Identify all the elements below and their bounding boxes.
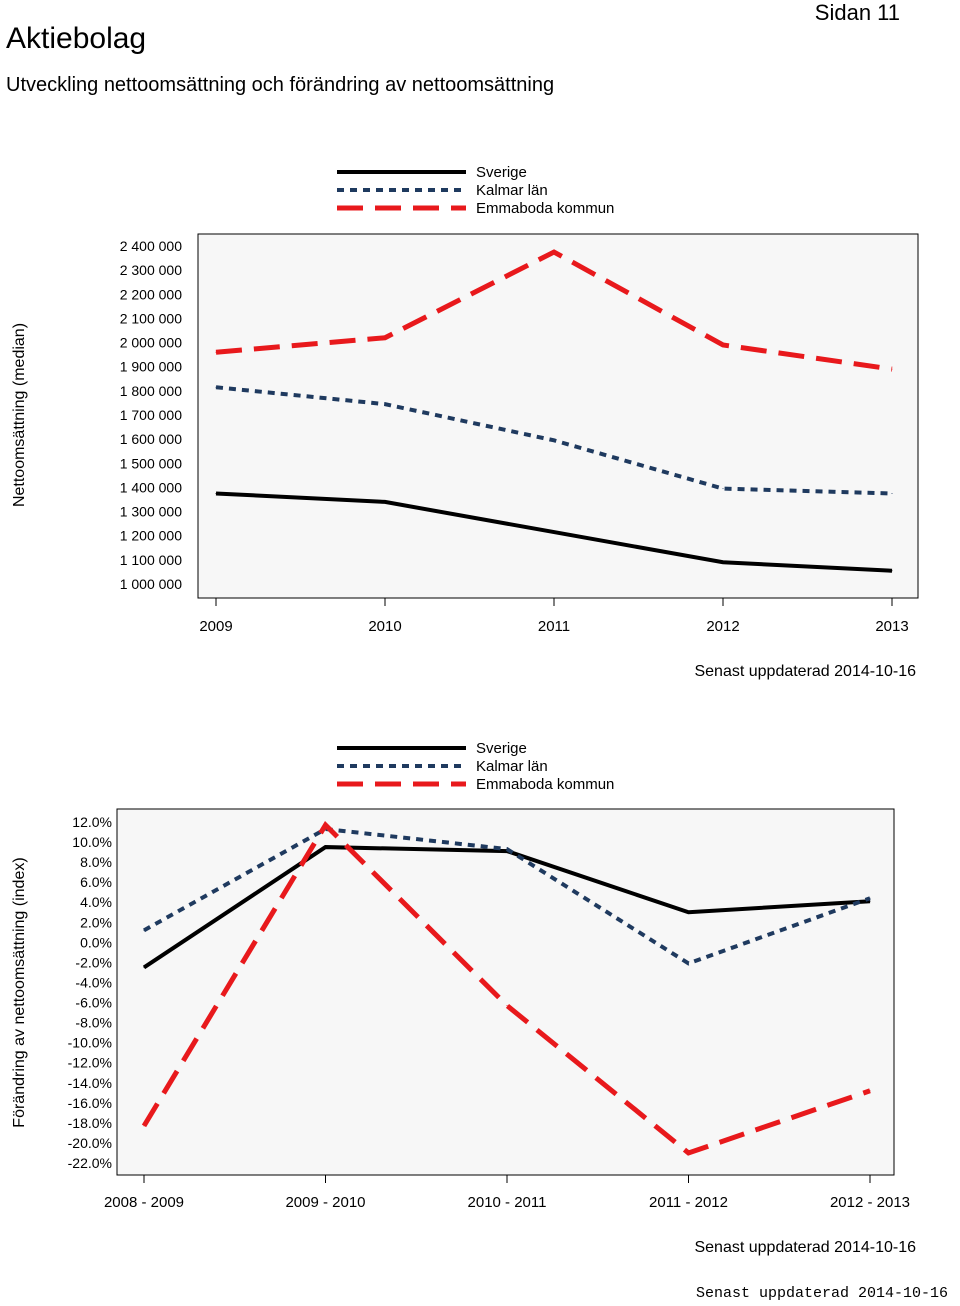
chart1-y-tick-label: 2 300 000: [120, 262, 182, 278]
chart2-data-point-emmaboda-kommun: [869, 1090, 871, 1092]
chart2-data-point-kalmar-l-n: [688, 962, 689, 964]
chart2-y-tick-label: -14.0%: [68, 1075, 112, 1091]
footer-updated-note: Senast uppdaterad 2014-10-16: [695, 1285, 948, 1302]
page-number: Sidan 11: [814, 0, 900, 25]
chart2-data-point-emmaboda-kommun: [506, 1005, 508, 1007]
chart2-y-tick-label: 10.0%: [72, 834, 112, 850]
chart1-data-point-kalmar-l-n: [722, 488, 724, 490]
chart2-y-tick-label: 8.0%: [80, 854, 112, 870]
chart2-y-tick-label: -8.0%: [75, 1015, 112, 1031]
chart2-x-tick-label: 2009 - 2010: [285, 1194, 365, 1211]
chart2-x-tick-label: 2012 - 2013: [830, 1194, 910, 1211]
chart2-y-tick-label: -6.0%: [75, 995, 112, 1011]
chart1-data-point-kalmar-l-n: [553, 439, 555, 441]
chart1-data-point-emmaboda-kommun: [384, 337, 386, 339]
chart1-legend-label-emmaboda-kommun: Emmaboda kommun: [476, 200, 614, 217]
chart1-y-tick-label: 1 200 000: [120, 528, 182, 544]
chart1-data-point-emmaboda-kommun: [215, 351, 217, 353]
chart2-legend-label-emmaboda-kommun: Emmaboda kommun: [476, 776, 614, 793]
chart1-y-tick-label: 2 400 000: [120, 238, 182, 254]
chart2-data-point-emmaboda-kommun: [688, 1152, 689, 1154]
chart1-data-point-sverige: [215, 492, 217, 494]
chart2-data-point-kalmar-l-n: [143, 929, 145, 931]
chart2-data-point-emmaboda-kommun: [143, 1125, 145, 1127]
chart2-y-tick-label: -20.0%: [68, 1135, 112, 1151]
chart2-series-line-emmaboda-kommun: [141, 820, 871, 1156]
chart2-data-point-kalmar-l-n: [869, 897, 871, 899]
chart1-y-axis-title: Nettoomsättning (median): [11, 323, 28, 507]
chart1-updated-note: Senast uppdaterad 2014-10-16: [694, 663, 916, 680]
chart1-data-point-kalmar-l-n: [215, 386, 217, 388]
chart2-x-tick-label: 2008 - 2009: [104, 1194, 184, 1211]
chart2-y-tick-label: 6.0%: [80, 874, 112, 890]
chart2-data-point-sverige: [688, 911, 689, 913]
chart2-data-point-sverige: [869, 900, 871, 902]
chart2-data-point-emmaboda-kommun: [325, 824, 326, 826]
chart1-y-tick-label: 1 800 000: [120, 383, 182, 399]
chart2-y-tick-label: 2.0%: [80, 914, 112, 930]
chart2-x-tick-label: 2011 - 2012: [649, 1194, 728, 1211]
chart2-y-tick-label: -16.0%: [68, 1095, 112, 1111]
chart2-y-tick-label: -18.0%: [68, 1115, 112, 1131]
chart1-legend-label-sverige: Sverige: [476, 164, 527, 181]
chart2-legend-label-kalmar-l-n: Kalmar län: [476, 758, 548, 775]
chart2-y-tick-label: 0.0%: [80, 934, 112, 950]
chart2-y-tick-label: -10.0%: [68, 1035, 112, 1051]
chart1-data-point-sverige: [722, 561, 724, 563]
chart2-y-tick-label: 4.0%: [80, 894, 112, 910]
page-subtitle: Utveckling nettoomsättning och förändrin…: [6, 74, 555, 96]
chart2-data-point-sverige: [143, 966, 145, 968]
chart1-y-tick-label: 2 000 000: [120, 335, 182, 351]
chart2-x-tick-label: 2010 - 2011: [468, 1194, 547, 1211]
chart1-legend-label-kalmar-l-n: Kalmar län: [476, 182, 548, 199]
chart1-data-point-kalmar-l-n: [891, 492, 893, 494]
chart1-y-tick-label: 1 400 000: [120, 479, 182, 495]
chart1-y-tick-label: 1 600 000: [120, 431, 182, 447]
chart1-x-tick-label: 2011: [538, 618, 570, 635]
chart1-plot-area: [197, 233, 919, 599]
chart1-x-tick-label: 2013: [875, 618, 908, 635]
chart2-y-tick-label: -2.0%: [75, 954, 112, 970]
chart1-x-tick-label: 2012: [706, 618, 739, 635]
chart1-y-tick-label: 1 700 000: [120, 407, 182, 423]
chart1-data-point-emmaboda-kommun: [722, 344, 724, 346]
chart1-x-tick-label: 2010: [368, 618, 401, 635]
chart1-y-tick-label: 1 000 000: [120, 576, 182, 592]
chart2-data-point-sverige: [325, 846, 326, 848]
chart1-data-point-emmaboda-kommun: [891, 368, 893, 370]
chart2-legend-label-sverige: Sverige: [476, 740, 527, 757]
chart1-y-tick-label: 2 100 000: [120, 310, 182, 326]
chart1-data-point-kalmar-l-n: [384, 403, 386, 405]
chart1-y-tick-label: 2 200 000: [120, 286, 182, 302]
chart1-y-tick-label: 1 300 000: [120, 504, 182, 520]
chart1-data-point-emmaboda-kommun: [553, 251, 555, 253]
chart1-y-tick-label: 1 900 000: [120, 359, 182, 375]
chart2-y-tick-label: -12.0%: [68, 1055, 112, 1071]
chart1-data-point-sverige: [891, 570, 893, 572]
chart1-x-tick-label: 2009: [199, 618, 232, 635]
chart1-y-tick-label: 1 500 000: [120, 455, 182, 471]
chart1-data-point-sverige: [384, 501, 386, 503]
chart2-data-point-kalmar-l-n: [506, 848, 508, 850]
chart1-data-point-sverige: [553, 531, 555, 533]
chart2-plot-area: [116, 808, 895, 1176]
chart2-y-axis-title: Förändring av nettoomsättning (index): [11, 857, 28, 1127]
chart2-y-tick-label: -4.0%: [75, 974, 112, 990]
chart1-y-tick-label: 1 100 000: [120, 552, 182, 568]
chart2-updated-note: Senast uppdaterad 2014-10-16: [694, 1239, 916, 1256]
chart2-y-tick-label: -22.0%: [68, 1155, 112, 1171]
chart2-y-tick-label: 12.0%: [72, 814, 112, 830]
document-title: Aktiebolag: [6, 22, 147, 55]
